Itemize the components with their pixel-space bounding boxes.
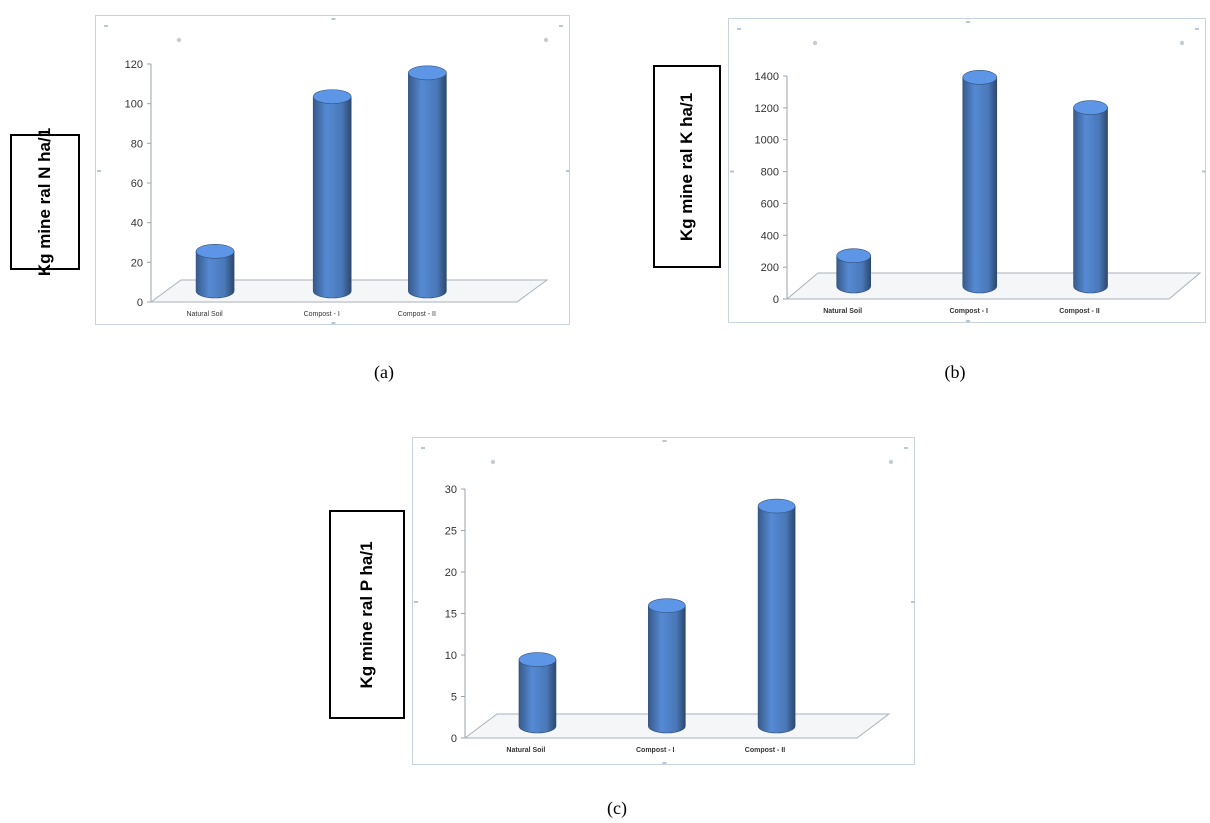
bar-top [195,244,235,259]
caption-c: (c) [607,798,627,818]
chart-a-plot: 0 20 40 60 80 100 120 Natural Soil Compost - I Co… [97,18,570,324]
frame-handle [730,170,734,173]
bar-top [757,498,796,514]
y-tick-label: 100 [125,99,143,111]
y-tick-label: 800 [761,167,779,179]
frame-handle [737,28,741,30]
bar [836,248,872,294]
chart-c-plot: 0 5 10 15 20 25 30 Natural Soil Compost - I Compo… [414,440,915,764]
chart-c: 0 5 10 15 20 25 30 Natural Soil Compost - I Compo… [412,437,915,765]
y-tick-label: 5 [451,692,457,704]
y-tick-label: 1400 [755,71,779,83]
frame-handle [662,762,667,764]
frame-handle [559,25,563,27]
y-tick-label: 25 [445,526,457,538]
chart-marker [1179,40,1185,46]
bar [518,652,557,734]
frame-handle [1195,28,1199,30]
ylabel-c: Kg mine ral P ha/1 [357,540,376,689]
x-tick-label: Compost - II [745,747,785,754]
frame-handle [331,322,336,324]
frame-handle [331,18,336,20]
y-tick-label: 60 [131,178,143,190]
y-tick-label: 40 [131,218,143,230]
y-tick-label: 600 [761,198,779,210]
frame-handle [966,320,970,322]
frame-handle [966,21,970,23]
frame-handle [911,601,915,603]
y-tick-label: 0 [773,294,779,306]
bar-top [648,598,686,613]
y-tick-label: 20 [445,567,457,579]
ylabel-box-a: Kg mine ral N ha/1 [10,128,80,276]
y-tick-label: 400 [761,230,779,242]
bar [648,598,686,734]
chart-b-plot: 0 200 400 600 800 1000 1200 1400 Natural Soil Com… [730,21,1206,322]
y-tick-label: 20 [131,257,143,269]
frame-handle [414,601,418,603]
x-tick-label: Natural Soil [823,308,862,315]
chart-marker [812,40,818,46]
x-tick-label: Compost - I [949,308,988,315]
x-tick-label: Natural Soil [506,747,545,754]
y-tick-label: 0 [137,297,143,309]
y-tick-label: 0 [451,733,457,745]
chart-marker [176,37,182,43]
chart-marker [490,459,496,465]
caption-b: (b) [944,362,966,382]
frame-handle [104,25,108,27]
ylabel-b: Kg mine ral K ha/1 [677,92,696,241]
bar [1073,100,1108,294]
ylabel-box-b: Kg mine ral K ha/1 [653,65,721,268]
bar-top [962,70,998,85]
x-tick-label: Natural Soil [186,311,223,318]
y-tick-label: 200 [761,262,779,274]
bar [757,498,796,734]
ylabel-a: Kg mine ral N ha/1 [35,127,54,277]
y-tick-label: 120 [125,59,143,71]
y-tick-label: 80 [131,138,143,150]
x-tick-label: Compost - I [304,311,340,318]
chart-b: 0 200 400 600 800 1000 1200 1400 Natural Soil Com… [728,18,1206,323]
caption-a: (a) [374,362,394,382]
x-tick-label: Compost - I [636,747,675,754]
bar [312,89,352,299]
chart-a: 0 20 40 60 80 100 120 Natural Soil Compost - I Co… [95,15,570,325]
bar [408,65,447,299]
y-tick-label: 1200 [755,103,779,115]
chart-marker [888,459,894,465]
x-tick-label: Compost - II [1059,308,1099,315]
frame-handle [662,440,667,442]
bar [962,70,998,294]
bar-top [408,65,447,81]
frame-handle [904,447,908,449]
ylabel-box-c: Kg mine ral P ha/1 [329,510,405,719]
frame-handle [566,170,570,172]
bar-top [1073,100,1108,115]
y-tick-label: 1000 [755,135,779,147]
x-tick-label: Compost - II [398,311,436,318]
y-tick-label: 15 [445,609,457,621]
y-tick-label: 10 [445,650,457,662]
frame-handle [97,170,101,172]
bar-top [518,652,557,667]
chart-marker [543,37,549,43]
frame-handle [1202,170,1206,173]
bar-top [312,89,352,104]
bar-top [836,248,872,264]
y-tick-label: 30 [445,484,457,496]
bar [195,244,235,299]
frame-handle [421,447,425,449]
